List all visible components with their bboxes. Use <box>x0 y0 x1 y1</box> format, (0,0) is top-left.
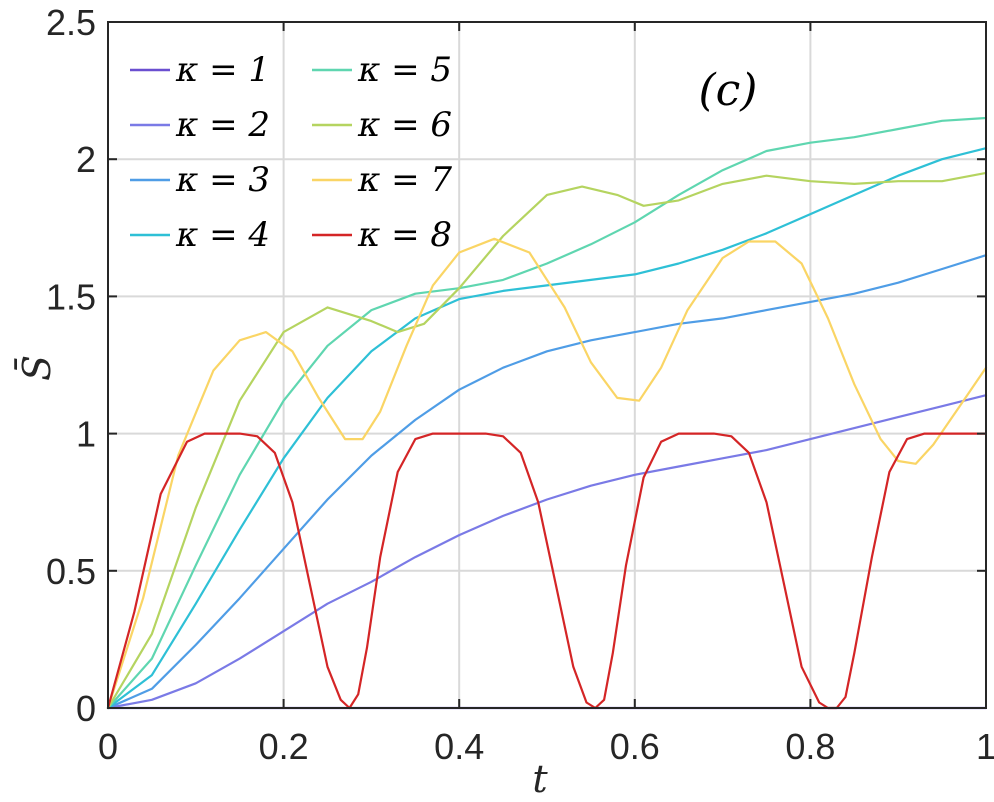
legend-label: κ = 1 <box>175 50 270 90</box>
axis-ticks <box>107 21 987 709</box>
legend-label: κ = 8 <box>357 215 452 255</box>
legend-label: κ = 3 <box>175 160 270 200</box>
series-line-kappa-2 <box>106 394 988 710</box>
y-tick-label: 0.5 <box>46 551 96 592</box>
plot-frame <box>107 21 987 709</box>
series-line-kappa-7 <box>106 237 988 710</box>
y-tick-label: 0 <box>76 688 96 729</box>
x-tick-label: 0.6 <box>610 726 660 767</box>
y-tick-label: 1 <box>76 414 96 455</box>
legend-label: κ = 7 <box>357 160 452 200</box>
panel-annotation: (c) <box>699 65 758 116</box>
x-tick-label: 0.8 <box>785 726 835 767</box>
y-axis-label: S̄ <box>15 355 59 381</box>
x-tick-label: 0.2 <box>259 726 309 767</box>
plot-background <box>108 22 986 708</box>
legend: κ = 1 κ = 2 κ = 3 κ = 4 κ = 5 κ = 6 κ = 7 κ = 8 <box>130 50 452 255</box>
legend-label: κ = 5 <box>357 50 452 90</box>
y-tick-label: 1.5 <box>46 276 96 317</box>
x-tick-label: 0 <box>98 726 118 767</box>
x-axis-label: t <box>532 757 548 801</box>
axis-tick-labels: 0 0.2 0.4 0.6 0.8 1 0 0.5 1 1.5 2 2.5 <box>46 2 994 767</box>
series-line-kappa-4 <box>106 147 988 710</box>
y-tick-label: 2.5 <box>46 2 96 43</box>
y-tick-label: 2 <box>76 139 96 180</box>
x-tick-label: 1 <box>976 726 994 767</box>
series-line-kappa-6 <box>106 171 988 710</box>
legend-label: κ = 6 <box>357 105 452 145</box>
legend-label: κ = 2 <box>175 105 270 145</box>
series-line-kappa-3 <box>106 254 988 710</box>
legend-label: κ = 4 <box>175 215 270 255</box>
series-line-kappa-5 <box>106 116 988 710</box>
x-tick-label: 0.4 <box>434 726 484 767</box>
